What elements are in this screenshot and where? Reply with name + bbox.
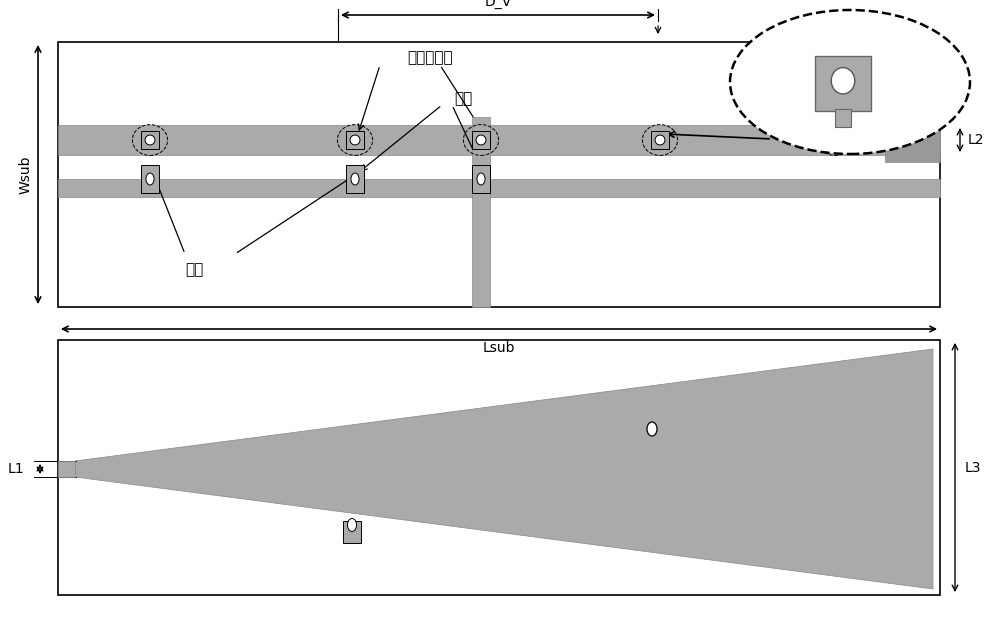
Text: 电感: 电感 (454, 91, 472, 107)
Text: L2: L2 (968, 133, 984, 147)
Bar (141, 131, 159, 149)
Bar (885, 118, 940, 162)
Bar (343, 521, 361, 543)
Bar (58, 340, 940, 595)
Bar (346, 131, 364, 149)
Ellipse shape (647, 422, 657, 436)
Ellipse shape (350, 135, 360, 145)
Bar (346, 165, 364, 193)
Ellipse shape (830, 135, 840, 145)
Ellipse shape (477, 173, 485, 185)
Ellipse shape (348, 518, 356, 531)
Ellipse shape (476, 135, 486, 145)
Text: L3: L3 (965, 460, 982, 474)
Bar (472, 117, 490, 307)
Ellipse shape (730, 10, 970, 154)
Text: Wsub: Wsub (19, 155, 33, 194)
Bar (835, 109, 851, 127)
Bar (826, 131, 844, 149)
Bar (58, 179, 940, 197)
Bar (472, 131, 490, 149)
Text: L1: L1 (7, 462, 24, 476)
Text: D_V: D_V (484, 0, 512, 9)
Bar (472, 165, 490, 193)
Bar (815, 56, 871, 111)
Bar (141, 165, 159, 193)
Ellipse shape (146, 173, 154, 185)
Polygon shape (75, 349, 933, 589)
Ellipse shape (831, 67, 855, 94)
Bar (58, 125, 940, 155)
Text: Lsub: Lsub (483, 341, 515, 355)
Ellipse shape (351, 173, 359, 185)
Ellipse shape (145, 135, 155, 145)
Bar (651, 131, 669, 149)
Text: 变容二极管: 变容二极管 (407, 50, 453, 65)
Ellipse shape (655, 135, 665, 145)
Bar (58, 42, 940, 307)
Text: Wh: Wh (889, 77, 909, 90)
Text: 电容: 电容 (185, 262, 203, 277)
Text: Rk: Rk (777, 77, 793, 90)
Bar (58, 461, 75, 477)
